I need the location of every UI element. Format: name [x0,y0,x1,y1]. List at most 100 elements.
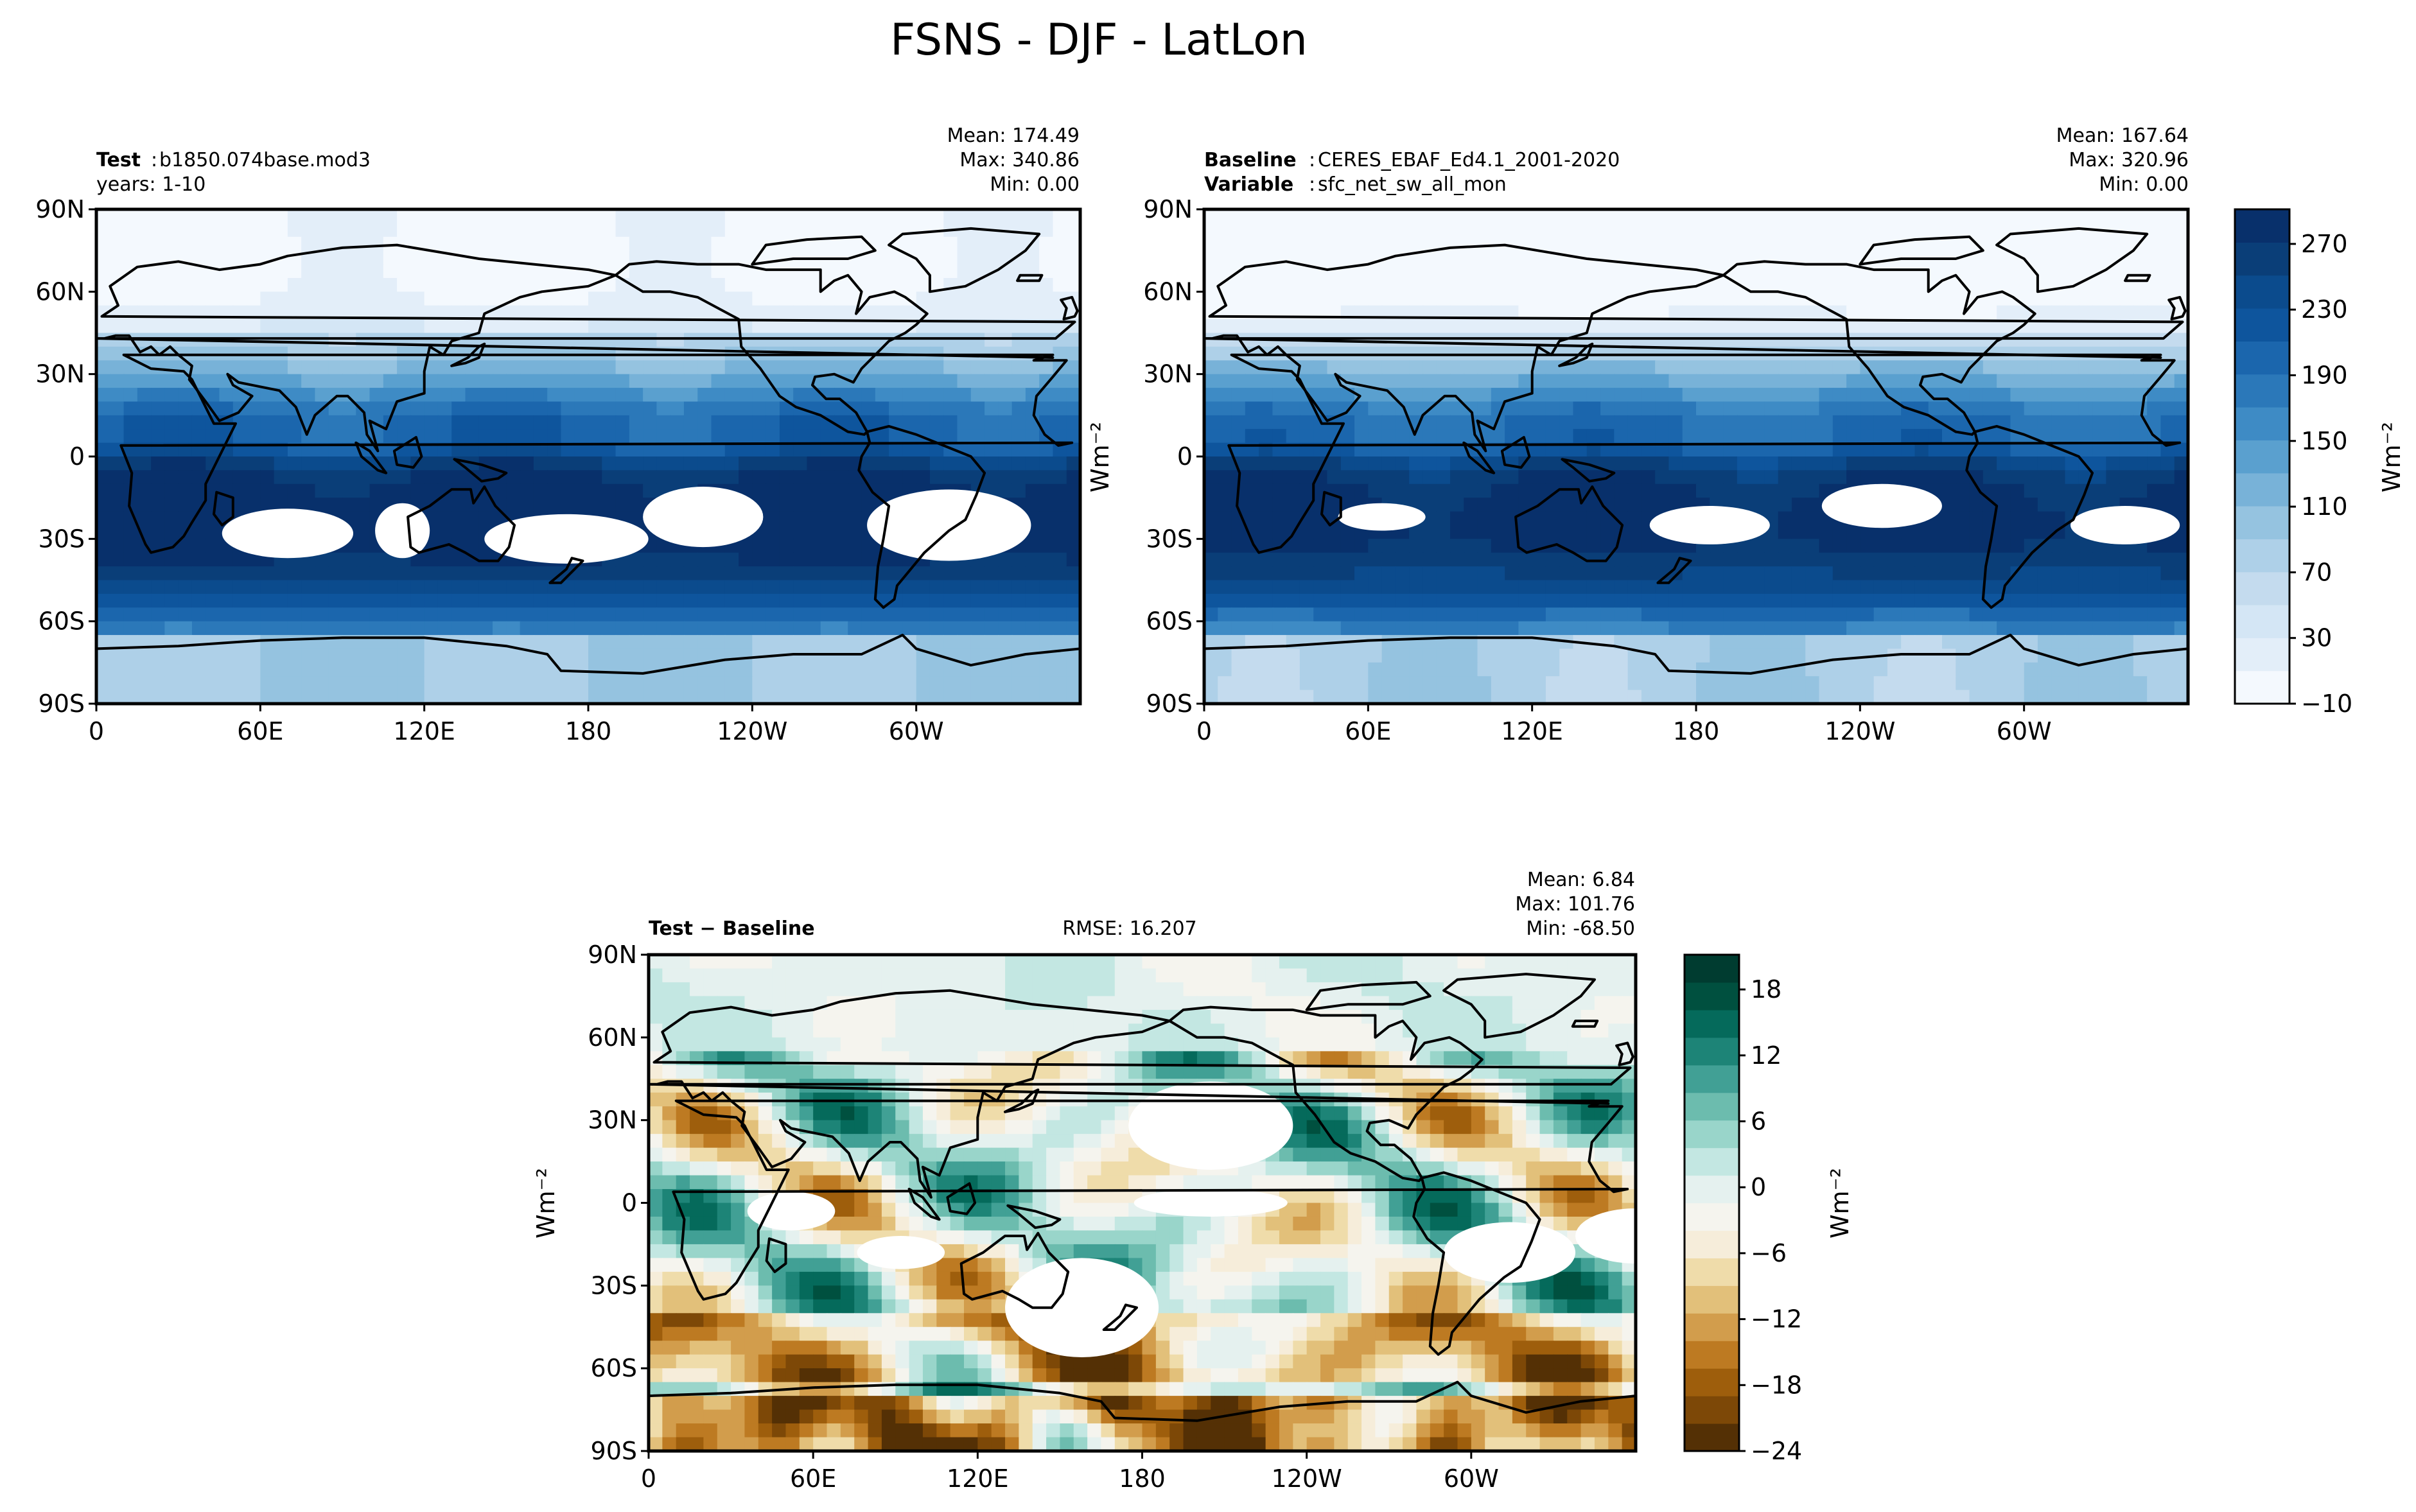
baseline-stat-min: Min: 0.00 [2099,173,2189,196]
missing-data-patch [1444,1222,1576,1283]
colorbar-segment [1685,1230,1739,1258]
coastline [672,1099,1629,1301]
baseline-ylabel: Wm⁻² [1086,422,1114,492]
colorbar-tick-label: 6 [1751,1108,1766,1136]
test-stat-mean: Mean: 174.49 [947,125,1080,147]
baseline-stat-mean: Mean: 167.64 [2056,125,2189,147]
coastline [1995,227,2149,293]
colorbar-segment [1685,1175,1739,1204]
colorbar-tick-label: 270 [2301,230,2348,258]
missing-data-patch [375,503,430,559]
colorbar-tick-label: 30 [2301,624,2332,652]
coastline [1168,1005,1484,1183]
colorbar-tick-label: 190 [2301,361,2348,390]
coastline [2167,295,2187,321]
y-tick-label: 60N [35,277,85,306]
baseline-map [1202,207,2190,706]
y-tick-label: 0 [1177,442,1193,471]
colorbar-segment [2235,209,2289,243]
coastline [548,557,584,584]
coastline [96,634,1080,704]
map-diff-coastlines [649,973,1636,1451]
y-tick-label: 30S [39,525,85,553]
colorbar-segment [2235,473,2289,507]
colorbar-tick-label: −10 [2301,690,2352,718]
map-baseline-field [1204,209,2188,704]
test-map [94,207,1082,706]
test-stat-min: Min: 0.00 [990,173,1080,196]
coastline [614,260,929,436]
coastline [1102,1303,1138,1331]
colorbar-tick-label: 0 [1751,1173,1766,1201]
coastline [1722,260,2036,436]
colorbar-segment [1685,1092,1739,1121]
coastline [1615,1041,1634,1066]
coastline [1561,458,1616,483]
colorbar-segment [2235,407,2289,440]
coastline [1571,1020,1599,1028]
colorbar-segment [1685,982,1739,1011]
colorbar-segment [2235,571,2289,605]
missing-data-patch [2070,506,2180,544]
x-tick-label: 60E [790,1464,836,1493]
colorbar-segment [2235,308,2289,342]
y-tick-label: 90N [1143,195,1193,223]
baseline-header-colon2: : [1309,173,1315,196]
baseline-x-axis: 0 60E 120E 180 120W 60W [1196,704,2052,745]
coastline [453,458,508,483]
coastline [1965,424,2094,609]
coastline [959,1231,1070,1309]
coastline [649,989,1632,1199]
test-header-colon: : [151,149,157,171]
missing-data-patch [643,487,764,548]
y-tick-label: 60N [588,1023,637,1052]
x-tick-label: 120E [947,1464,1009,1493]
diff-rmse: RMSE: 16.207 [1062,917,1196,940]
colorbar-segment [1685,1009,1739,1038]
colorbar-tick-label: −24 [1751,1437,1802,1465]
test-header-label: Test [96,149,141,171]
coastline [1442,973,1596,1039]
y-tick-label: 60S [39,607,85,636]
colorbar-tick-label: 230 [2301,295,2348,324]
missing-data-patch [867,489,1031,561]
missing-data-patch [1128,1081,1293,1170]
colorbar-segment [1685,1258,1739,1286]
colorbar-segment [1685,1120,1739,1149]
colorbar-segment [1685,1203,1739,1231]
baseline-header-colon: : [1309,149,1315,171]
coastline [407,485,516,562]
x-tick-label: 0 [641,1464,656,1493]
colorbar-tick-label: −18 [1751,1371,1802,1399]
coastline [213,491,234,526]
coastline [1859,235,1984,266]
missing-data-patch [1338,503,1426,531]
colorbar-segment [2235,440,2289,474]
missing-data-patch [1575,1208,1636,1264]
x-tick-label: 60E [237,717,283,745]
baseline-colorbar-label: Wm⁻² [2377,422,2406,492]
y-tick-label: 90N [588,941,637,969]
colorbar-segment [2235,341,2289,375]
y-tick-label: 90N [35,195,85,223]
baseline-header-obs: CERES_EBAF_Ed4.1_2001-2020 [1318,149,1620,171]
y-tick-label: 90S [39,690,85,718]
y-tick-label: 30N [35,360,85,388]
x-tick-label: 0 [89,717,104,745]
test-header-case: b1850.074base.mod3 [159,149,371,171]
x-tick-label: 60W [889,717,944,745]
coastline [1320,491,1342,526]
colorbar-segment [1685,1396,1739,1424]
colorbar-segment [1685,1037,1739,1066]
colorbar-frame [1683,953,1740,1452]
diff-x-axis: 0 60E 120E 180 120W 60W [641,1451,1499,1493]
y-tick-label: 90S [1146,690,1193,718]
colorbar-segment [1685,955,1739,983]
diff-header-label: Test − Baseline [649,917,815,940]
coastline [450,342,486,367]
baseline-header-variable: sfc_net_sw_all_mon [1318,173,1507,196]
colorbar-tick-label: −12 [1751,1305,1802,1334]
x-tick-label: 180 [1673,717,1720,745]
coastline [392,436,423,469]
colorbar-segment [2235,275,2289,309]
